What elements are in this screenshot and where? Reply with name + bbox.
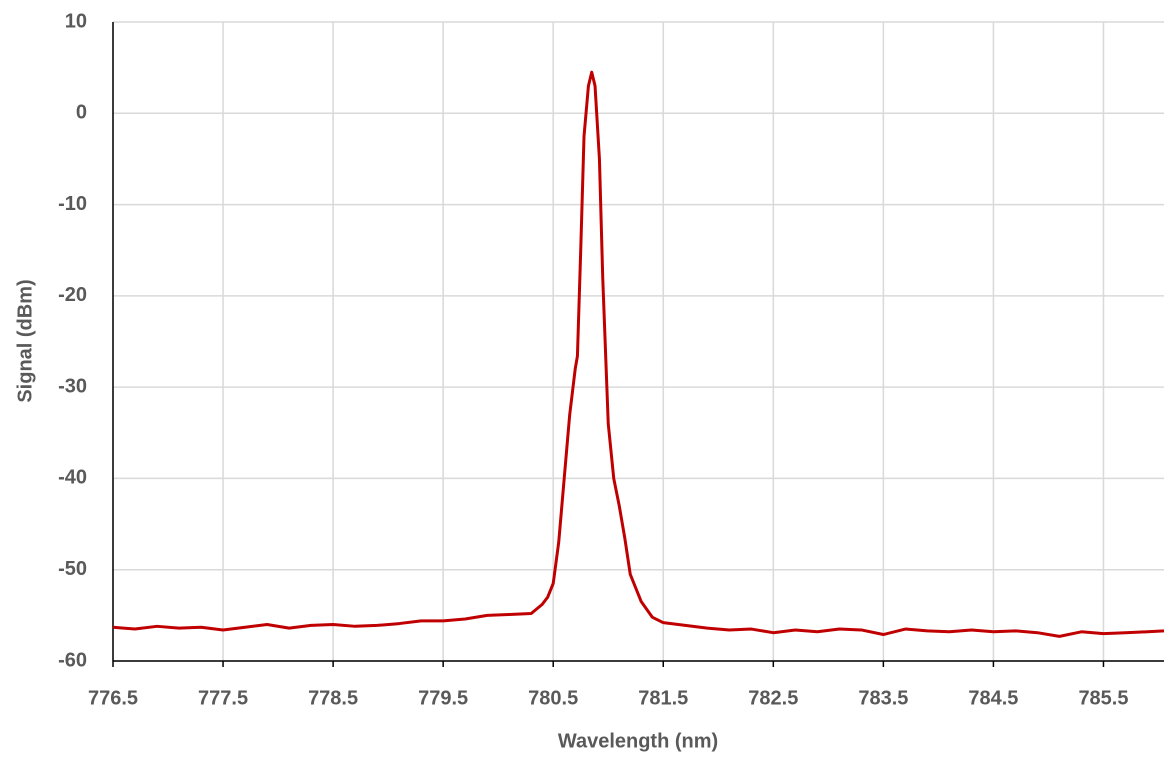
y-tick-label: -40 [58,467,87,489]
y-tick-label: 0 [76,102,87,124]
y-tick-label: -20 [58,284,87,306]
y-tick-label: -50 [58,558,87,580]
x-tick-label: 779.5 [418,687,468,709]
y-tick-label: -30 [58,375,87,397]
x-tick-label: 783.5 [858,687,908,709]
y-axis-label: Signal (dBm) [14,279,36,402]
series-line [112,70,1165,638]
x-tick-label: 778.5 [308,687,358,709]
x-tick-label: 776.5 [88,687,138,709]
x-tick-label: 780.5 [528,687,578,709]
x-tick-label: 782.5 [748,687,798,709]
x-axis-label: Wavelength (nm) [558,730,718,752]
y-tick-label: 10 [65,10,87,32]
x-tick-label: 781.5 [638,687,688,709]
x-tick-label: 784.5 [968,687,1018,709]
y-tick-label: -10 [58,193,87,215]
x-tick-label: 777.5 [198,687,248,709]
y-tick-label: -60 [58,649,87,671]
x-tick-label: 785.5 [1078,687,1128,709]
